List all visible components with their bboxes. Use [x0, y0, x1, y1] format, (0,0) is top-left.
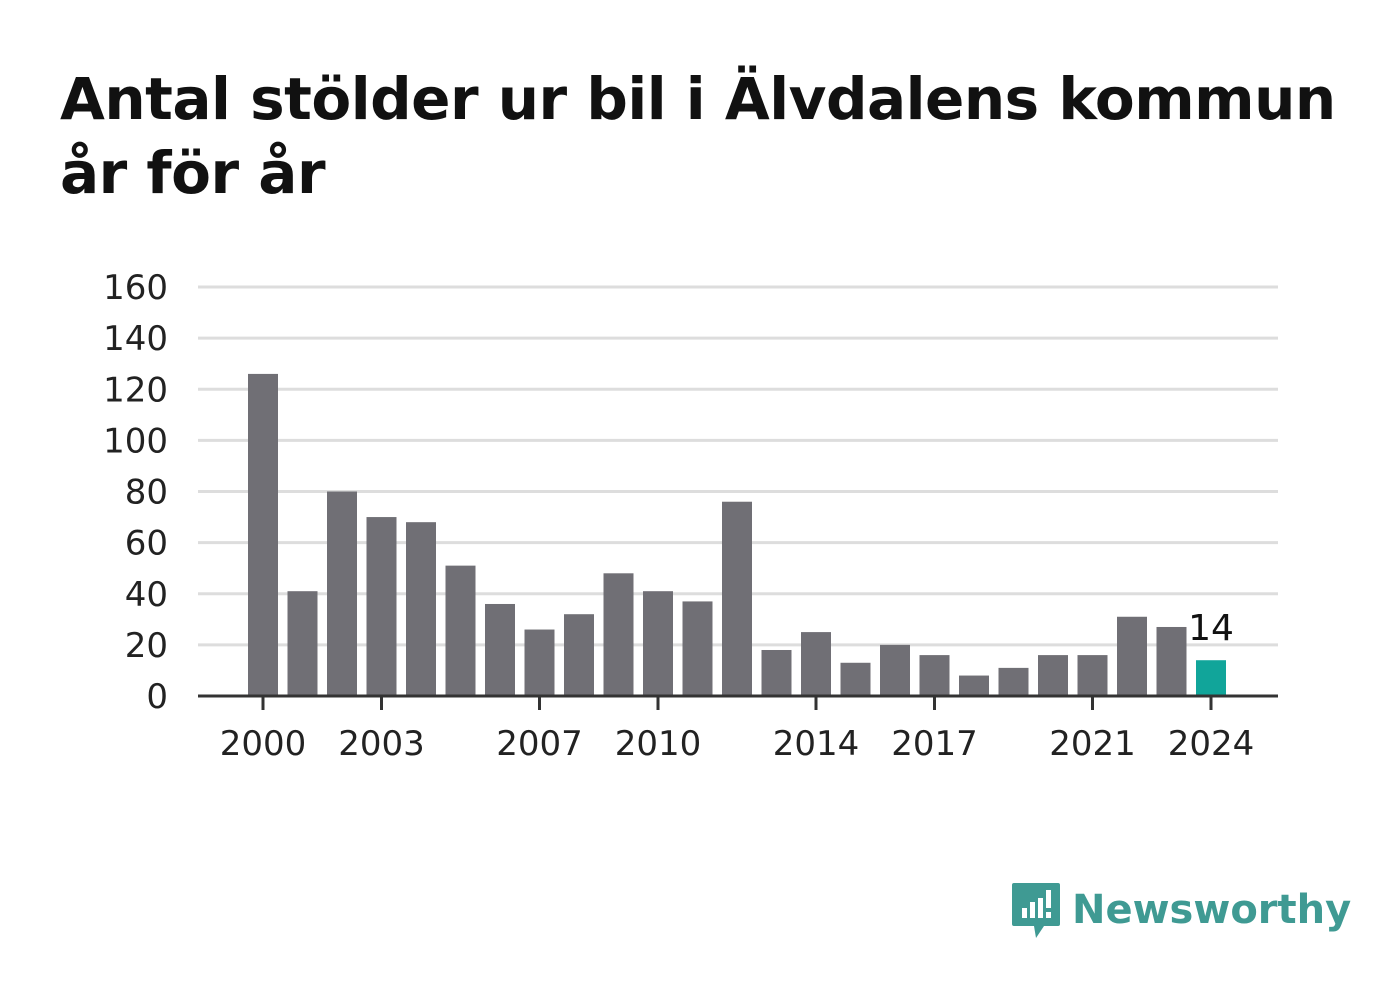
bar-2009	[603, 573, 634, 696]
bar-2023	[1156, 626, 1187, 696]
x-tick-label: 2010	[615, 724, 702, 764]
bar-2015	[840, 662, 871, 696]
y-tick-label: 120	[103, 370, 168, 410]
bar-2001	[287, 591, 318, 696]
x-tick-label: 2021	[1049, 724, 1136, 764]
data-labels: 14	[1188, 608, 1234, 649]
y-tick-label: 20	[125, 626, 168, 666]
x-tick-label: 2017	[891, 724, 978, 764]
bar-2005	[445, 565, 476, 696]
bar-2010	[643, 591, 673, 696]
bar-2008	[564, 614, 594, 696]
y-tick-label: 140	[103, 319, 168, 359]
x-tick-label: 2003	[338, 724, 425, 764]
bar-2022	[1117, 616, 1147, 696]
y-tick-label: 80	[125, 473, 168, 513]
y-tick-label: 160	[103, 268, 168, 308]
bar-2014	[801, 632, 831, 696]
bar-2002	[327, 491, 357, 696]
bar-2021	[1077, 655, 1108, 696]
x-tick-label: 2024	[1168, 724, 1255, 764]
x-axis-ticks: 2000 2003 2007 2010 2014 2017 2021 2024	[220, 696, 1255, 764]
y-tick-label: 40	[125, 575, 168, 615]
brand-name: Newsworthy	[1072, 887, 1352, 933]
bar-2004	[406, 522, 436, 696]
y-tick-label: 0	[146, 677, 168, 717]
x-tick-label: 2007	[496, 724, 583, 764]
bar-2016	[880, 644, 910, 696]
bar-2019	[998, 667, 1029, 696]
x-tick-label: 2014	[773, 724, 860, 764]
bar-2018	[959, 675, 989, 696]
newsworthy-logo-icon	[1012, 883, 1060, 938]
x-tick-label: 2000	[220, 724, 307, 764]
bar-2017	[919, 655, 950, 696]
data-label-2024: 14	[1188, 608, 1234, 649]
bar-2020	[1038, 655, 1068, 696]
bar-2007	[524, 629, 555, 696]
bar-2006	[485, 603, 515, 696]
bar-2012	[722, 501, 752, 696]
y-axis-ticks: 0 20 40 60 80 100 120 140 160	[103, 268, 168, 717]
bars	[248, 373, 1226, 696]
y-tick-label: 60	[125, 524, 168, 564]
chart-title: Antal stölder ur bil i Älvdalens kommun …	[60, 65, 1336, 207]
bar-2000	[248, 373, 278, 696]
bar-2003	[366, 517, 397, 696]
y-tick-label: 100	[103, 421, 168, 461]
bar-2013	[761, 649, 792, 696]
bar-2024	[1196, 660, 1226, 696]
newsworthy-brand: Newsworthy	[1010, 878, 1351, 942]
bar-2011	[682, 601, 713, 696]
